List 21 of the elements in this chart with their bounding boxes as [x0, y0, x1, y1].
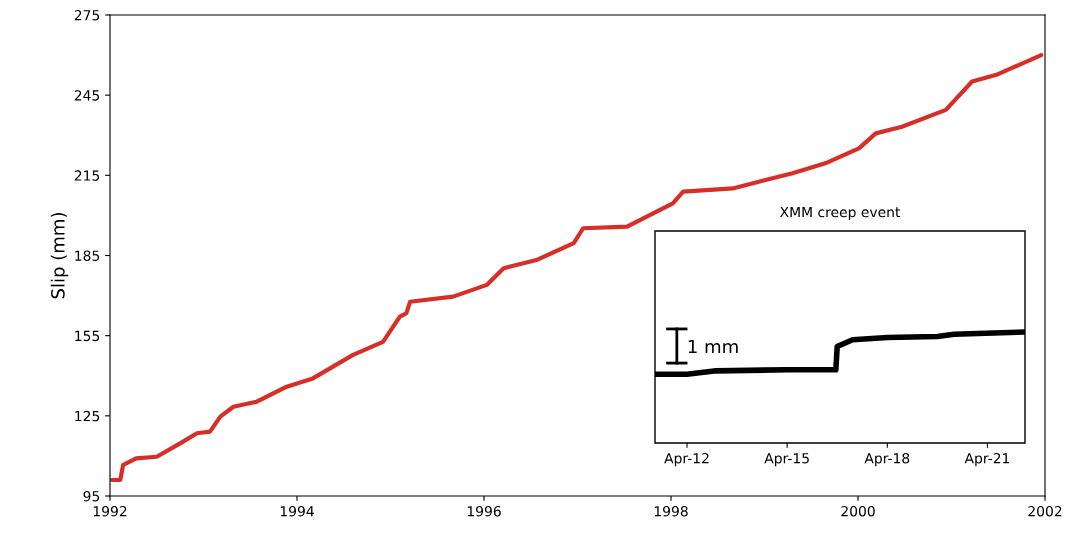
- x-tick-label: 2000: [841, 505, 875, 517]
- x-tick-label: 2002: [1028, 505, 1062, 517]
- x-tick-label: Apr-15: [764, 453, 809, 467]
- x-tick-label: Apr-21: [964, 452, 1010, 467]
- x-tick-label: 1996: [467, 505, 501, 517]
- y-tick-label: 155: [75, 330, 100, 342]
- line-series: [110, 52, 1044, 483]
- y-tick-label: 275: [74, 9, 100, 21]
- y-tick-label: 185: [75, 250, 100, 261]
- x-tick-label: Apr-12: [664, 452, 709, 467]
- x-tick-label: 1998: [654, 505, 688, 517]
- x-tick-label: 1992: [93, 505, 127, 517]
- annotation: 1 mm: [688, 339, 738, 354]
- y-tick-label: 125: [75, 410, 100, 422]
- y-tick-label: 95: [83, 490, 100, 502]
- y-tick-label: 245: [74, 90, 100, 101]
- y-axis-title: Slip (mm): [50, 213, 69, 299]
- y-tick-label: 215: [74, 170, 100, 181]
- x-tick-label: 1994: [280, 505, 314, 517]
- x-tick-label: Apr-18: [864, 452, 910, 467]
- chart-title: XMM creep event: [780, 206, 901, 220]
